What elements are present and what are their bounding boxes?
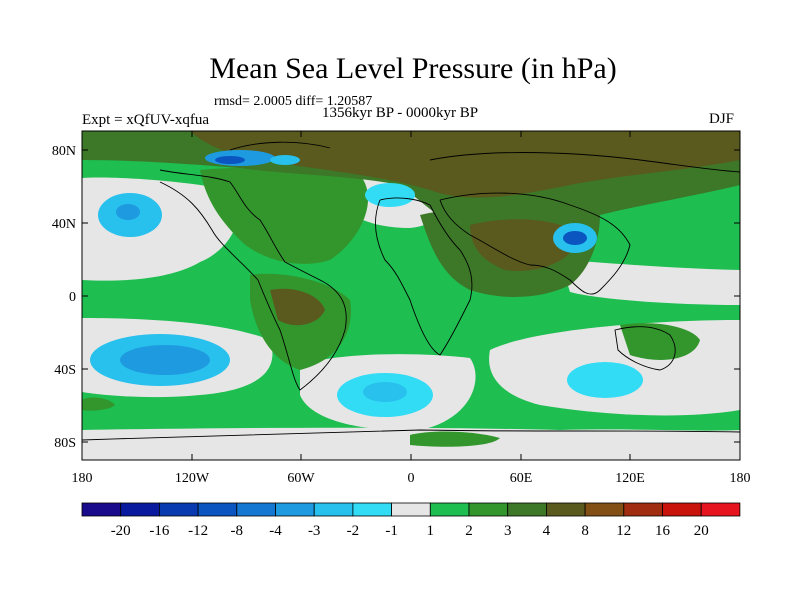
colorbar-label: 3 xyxy=(504,523,512,539)
colorbar-box xyxy=(197,502,238,517)
x-ticks xyxy=(81,131,631,460)
colorbar: -20 -16 -12 -8 -4 -3 -2 -1 1 2 3 4 8 12 16 20 xyxy=(81,502,741,539)
pressure-field xyxy=(82,131,740,460)
x-axis-labels: 180 120W 60W 0 60E 120E 180 xyxy=(72,471,751,486)
season-label: DJF xyxy=(709,111,735,127)
colorbar-box xyxy=(391,502,431,517)
colorbar-box xyxy=(546,502,586,517)
colorbar-label: 4 xyxy=(543,523,551,539)
colorbar-box xyxy=(81,502,122,517)
colorbar-box xyxy=(275,502,315,517)
colorbar-label: -8 xyxy=(231,523,244,539)
colorbar-label: 16 xyxy=(655,523,671,539)
colorbar-label: 12 xyxy=(616,523,631,539)
y-label-40s: 40S xyxy=(54,363,76,378)
colorbar-box xyxy=(158,502,199,517)
colorbar-box xyxy=(662,502,702,517)
x-label-120w: 120W xyxy=(175,471,210,486)
colorbar-boxes xyxy=(81,502,741,517)
colorbar-box xyxy=(700,502,741,517)
colorbar-box xyxy=(120,502,160,517)
colorbar-label: -2 xyxy=(347,523,360,539)
colorbar-box xyxy=(352,502,392,517)
colorbar-box xyxy=(236,502,276,517)
colorbar-label: -16 xyxy=(149,523,169,539)
colorbar-label: 1 xyxy=(427,523,435,539)
x-label-180e: 180 xyxy=(730,471,751,486)
y-label-80s: 80S xyxy=(54,436,76,451)
colorbar-box xyxy=(507,502,547,517)
low-pressure-regions xyxy=(90,150,643,417)
colorbar-box xyxy=(429,502,470,517)
rmsd-diff-stats: rmsd= 2.0005 diff= 1.20587 xyxy=(214,94,373,109)
map-title: Mean Sea Level Pressure (in hPa) xyxy=(209,52,617,85)
colorbar-label: -20 xyxy=(111,523,131,539)
colorbar-label: -4 xyxy=(269,523,282,539)
colorbar-label: 8 xyxy=(581,523,589,539)
y-axis-labels: 80N 40N 0 40S 80S xyxy=(52,144,76,451)
y-ticks xyxy=(82,149,740,443)
colorbar-label: 2 xyxy=(465,523,473,539)
colorbar-label: 20 xyxy=(694,523,709,539)
x-label-180w: 180 xyxy=(72,471,93,486)
experiment-label: Expt = xQfUV-xqfua xyxy=(82,112,210,128)
colorbar-box xyxy=(313,502,354,517)
colorbar-box xyxy=(623,502,663,517)
colorbar-label: -1 xyxy=(385,523,398,539)
y-label-0: 0 xyxy=(69,290,76,305)
colorbar-label: -3 xyxy=(308,523,321,539)
colorbar-label: -12 xyxy=(188,523,208,539)
time-period-label: 1356kyr BP - 0000kyr BP xyxy=(322,105,479,121)
x-label-0: 0 xyxy=(408,471,415,486)
y-label-40n: 40N xyxy=(52,217,76,232)
x-label-60w: 60W xyxy=(287,471,315,486)
colorbar-box xyxy=(584,502,625,517)
x-label-120e: 120E xyxy=(615,471,645,486)
y-label-80n: 80N xyxy=(52,144,76,159)
colorbar-labels: -20 -16 -12 -8 -4 -3 -2 -1 1 2 3 4 8 12 16 20 xyxy=(111,523,709,539)
coastlines xyxy=(82,141,740,441)
x-label-60e: 60E xyxy=(510,471,533,486)
colorbar-box xyxy=(468,502,509,517)
